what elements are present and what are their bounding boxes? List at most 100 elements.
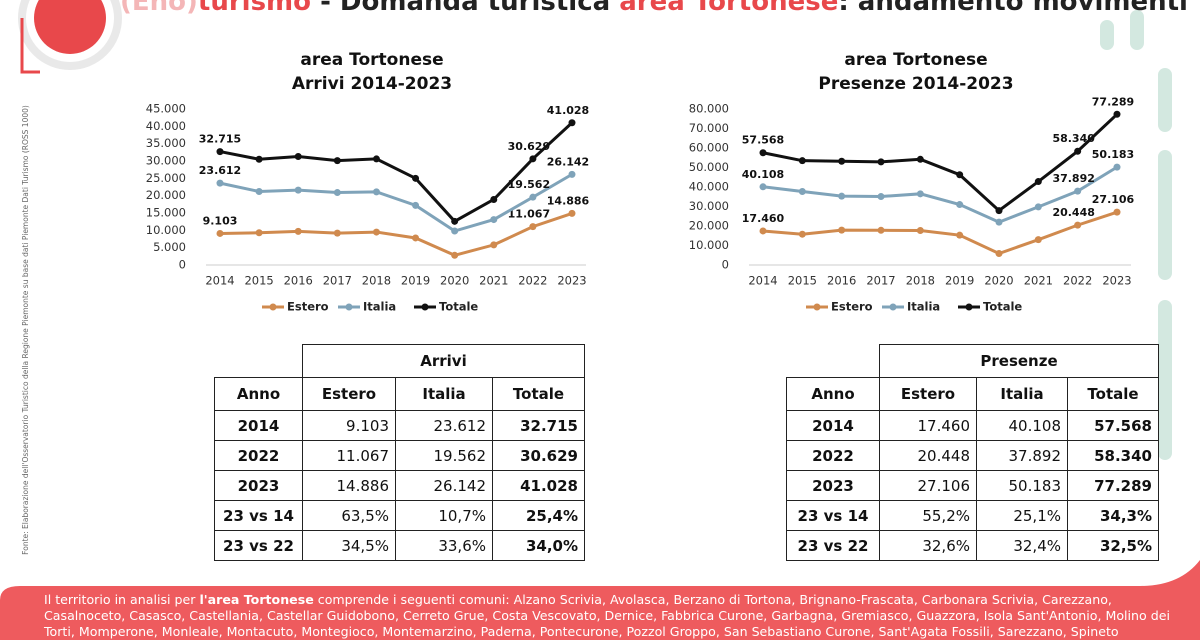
deco-bar: [1100, 20, 1114, 50]
point: [995, 218, 1003, 226]
y-tick-label: 45.000: [146, 102, 186, 116]
table-cell: 50.183: [976, 470, 1068, 501]
point: [759, 149, 767, 157]
y-tick-label: 70.000: [689, 121, 729, 135]
column-header: Estero: [302, 377, 396, 411]
table-cell: 34,3%: [1067, 500, 1159, 531]
legend-label: Totale: [983, 300, 1022, 314]
column-header: Anno: [786, 377, 880, 411]
y-tick-label: 25.000: [146, 171, 186, 185]
series-line: [219, 173, 573, 233]
table-title-row: Arrivi: [215, 344, 585, 378]
point: [294, 152, 302, 160]
point: [916, 190, 924, 198]
data-label: 9.103: [203, 214, 238, 227]
table-cell: 14.886: [302, 470, 396, 501]
logo-bracket: [20, 18, 40, 74]
table-cell: 25,1%: [976, 500, 1068, 531]
y-tick-label: 50.000: [689, 160, 729, 174]
x-tick-label: 2017: [866, 274, 895, 288]
data-label: 20.448: [1052, 206, 1094, 219]
point: [412, 174, 420, 182]
legend-marker: [889, 303, 897, 311]
point: [412, 234, 420, 242]
table-row: 23 vs 22 32,6% 32,4% 32,5%: [786, 530, 1159, 561]
data-label: 77.289: [1092, 95, 1134, 108]
x-tick-label: 2015: [244, 274, 273, 288]
point: [877, 193, 885, 201]
x-tick-label: 2021: [1024, 274, 1053, 288]
column-header: Totale: [1067, 377, 1159, 411]
column-header: Italia: [976, 377, 1068, 411]
table-cell: 11.067: [302, 440, 396, 471]
point: [216, 148, 224, 156]
footer-highlight: l'area Tortonese: [199, 592, 314, 607]
point: [255, 155, 263, 163]
y-tick-label: 80.000: [689, 102, 729, 116]
point: [372, 188, 380, 196]
point: [490, 241, 498, 249]
table-cell: 19.562: [395, 440, 493, 471]
table-cell: 23.612: [395, 410, 493, 441]
y-tick-label: 30.000: [146, 154, 186, 168]
data-label: 37.892: [1052, 172, 1094, 185]
y-tick-label: 40.000: [146, 119, 186, 133]
table-cell: 32.715: [492, 410, 585, 441]
data-label: 26.142: [547, 155, 589, 168]
point: [956, 171, 964, 179]
point: [1034, 203, 1042, 211]
table-row: 2014 17.460 40.108 57.568: [786, 410, 1159, 441]
table-cell: 10,7%: [395, 500, 493, 531]
table-row: 2014 9.103 23.612 32.715: [214, 410, 585, 441]
table-cell: 2014: [214, 410, 303, 441]
data-label: 50.183: [1092, 148, 1134, 161]
y-tick-label: 15.000: [146, 206, 186, 220]
x-tick-label: 2015: [788, 274, 817, 288]
deco-bar: [1158, 68, 1172, 132]
legend-label: Estero: [831, 300, 873, 314]
table-cell: 55,2%: [879, 500, 977, 531]
point: [294, 227, 302, 235]
x-tick-label: 2023: [1102, 274, 1131, 288]
table-cell: 2022: [786, 440, 880, 471]
footer-list: comprende i seguenti comuni: Alzano Scri…: [44, 592, 1170, 639]
table-row: 23 vs 22 34,5% 33,6% 34,0%: [214, 530, 585, 561]
point: [798, 157, 806, 165]
data-table: Presenze Anno Estero Italia Totale 2014 17.460…: [786, 344, 1159, 561]
y-tick-label: 20.000: [146, 188, 186, 202]
series-line: [762, 113, 1119, 213]
x-tick-label: 2020: [440, 274, 469, 288]
point: [568, 170, 576, 178]
table-cell: 2014: [786, 410, 880, 441]
data-label: 23.612: [199, 164, 241, 177]
table-row: 2022 20.448 37.892 58.340: [786, 440, 1159, 471]
table-cell: 26.142: [395, 470, 493, 501]
legend-marker: [421, 303, 429, 311]
table-cell: 25,4%: [492, 500, 585, 531]
table-cell: 58.340: [1067, 440, 1159, 471]
point: [372, 155, 380, 163]
point: [333, 189, 341, 197]
title-part: : andamento movimenti: [838, 0, 1188, 17]
table-title: Arrivi: [302, 344, 585, 378]
chart-title: area Tortonese: [844, 50, 987, 70]
y-tick-label: 0: [722, 258, 729, 272]
page-title: (Eno)turismo - Domanda turistica area To…: [120, 0, 1188, 17]
y-tick-label: 10.000: [689, 238, 729, 252]
table-cell: 77.289: [1067, 470, 1159, 501]
series-line: [762, 165, 1118, 224]
point: [529, 193, 537, 201]
x-tick-label: 2014: [748, 274, 777, 288]
point: [333, 229, 341, 237]
table-row: 23 vs 14 55,2% 25,1% 34,3%: [786, 500, 1159, 531]
deco-bar: [1158, 150, 1172, 280]
x-tick-label: 2014: [205, 274, 234, 288]
point: [956, 231, 964, 239]
point: [216, 179, 224, 187]
point: [372, 228, 380, 236]
header-row: Anno Estero Italia Totale: [214, 377, 585, 411]
x-tick-label: 2020: [984, 274, 1013, 288]
point: [255, 188, 263, 196]
table-cell: 2023: [786, 470, 880, 501]
